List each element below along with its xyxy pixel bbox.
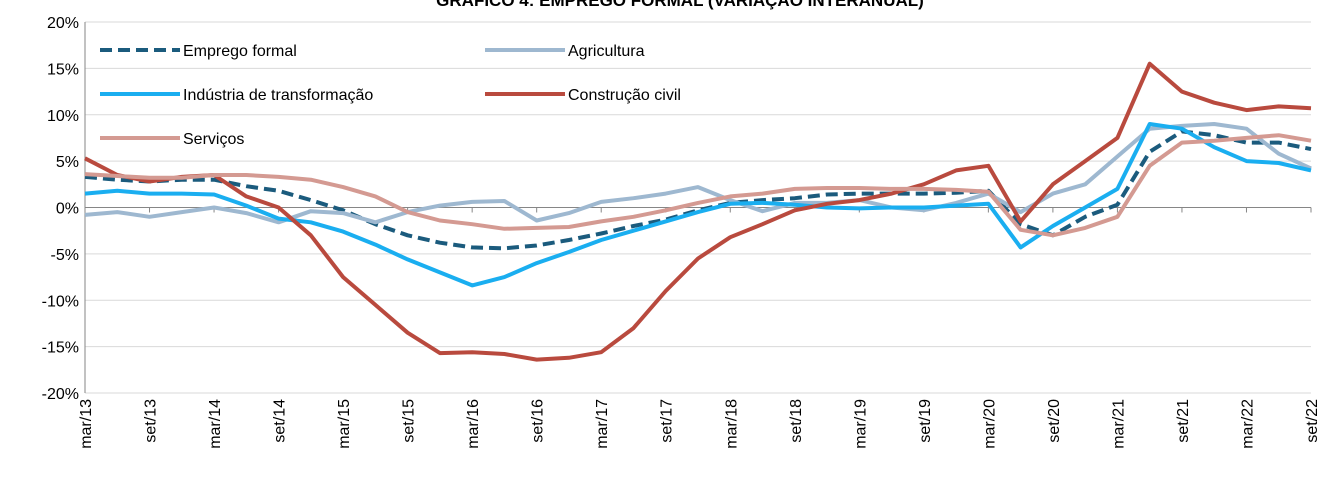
legend-label: Agricultura [568,43,645,60]
x-tick-label: mar/13 [78,399,95,449]
x-tick-label: mar/14 [207,399,224,449]
y-tick-label: -15% [42,340,79,357]
x-tick-label: mar/20 [981,399,998,449]
y-tick-label: 15% [47,61,79,78]
series-line [84,61,1312,362]
y-tick-label: 5% [56,154,79,171]
x-tick-label: set/19 [917,399,934,443]
y-tick-label: 10% [47,108,79,125]
chart-title: GRÁFICO 4: EMPREGO FORMAL (VARIAÇÃO INTE… [436,0,924,10]
y-tick-label: -10% [42,293,79,310]
legend-label: Construção civil [568,87,681,104]
y-tick-label: -5% [51,247,79,264]
x-tick-label: set/21 [1175,399,1192,443]
x-tick-label: mar/22 [1239,399,1256,449]
series-line [84,129,1312,251]
x-tick-label: mar/18 [723,399,740,449]
x-tick-label: set/15 [401,399,418,443]
x-tick-label: set/22 [1304,399,1321,443]
x-tick-label: mar/16 [465,399,482,449]
x-tick-label: mar/19 [852,399,869,449]
x-tick-label: mar/15 [336,399,353,449]
legend-label: Emprego formal [183,43,297,60]
legend-label: Serviços [183,131,244,148]
x-tick-label: set/18 [788,399,805,443]
x-tick-label: set/13 [143,399,160,443]
y-tick-label: 0% [56,201,79,218]
y-tick-label: -20% [42,386,79,403]
x-tick-label: set/20 [1046,399,1063,443]
series-line [84,122,1312,288]
legend-label: Indústria de transformação [183,87,373,104]
y-tick-label: 20% [47,15,79,32]
x-tick-label: mar/17 [594,399,611,449]
series-line [84,133,1312,238]
x-tick-label: set/14 [272,399,289,443]
x-tick-label: set/17 [659,399,676,443]
x-tick-label: mar/21 [1110,399,1127,449]
x-tick-label: set/16 [530,399,547,443]
